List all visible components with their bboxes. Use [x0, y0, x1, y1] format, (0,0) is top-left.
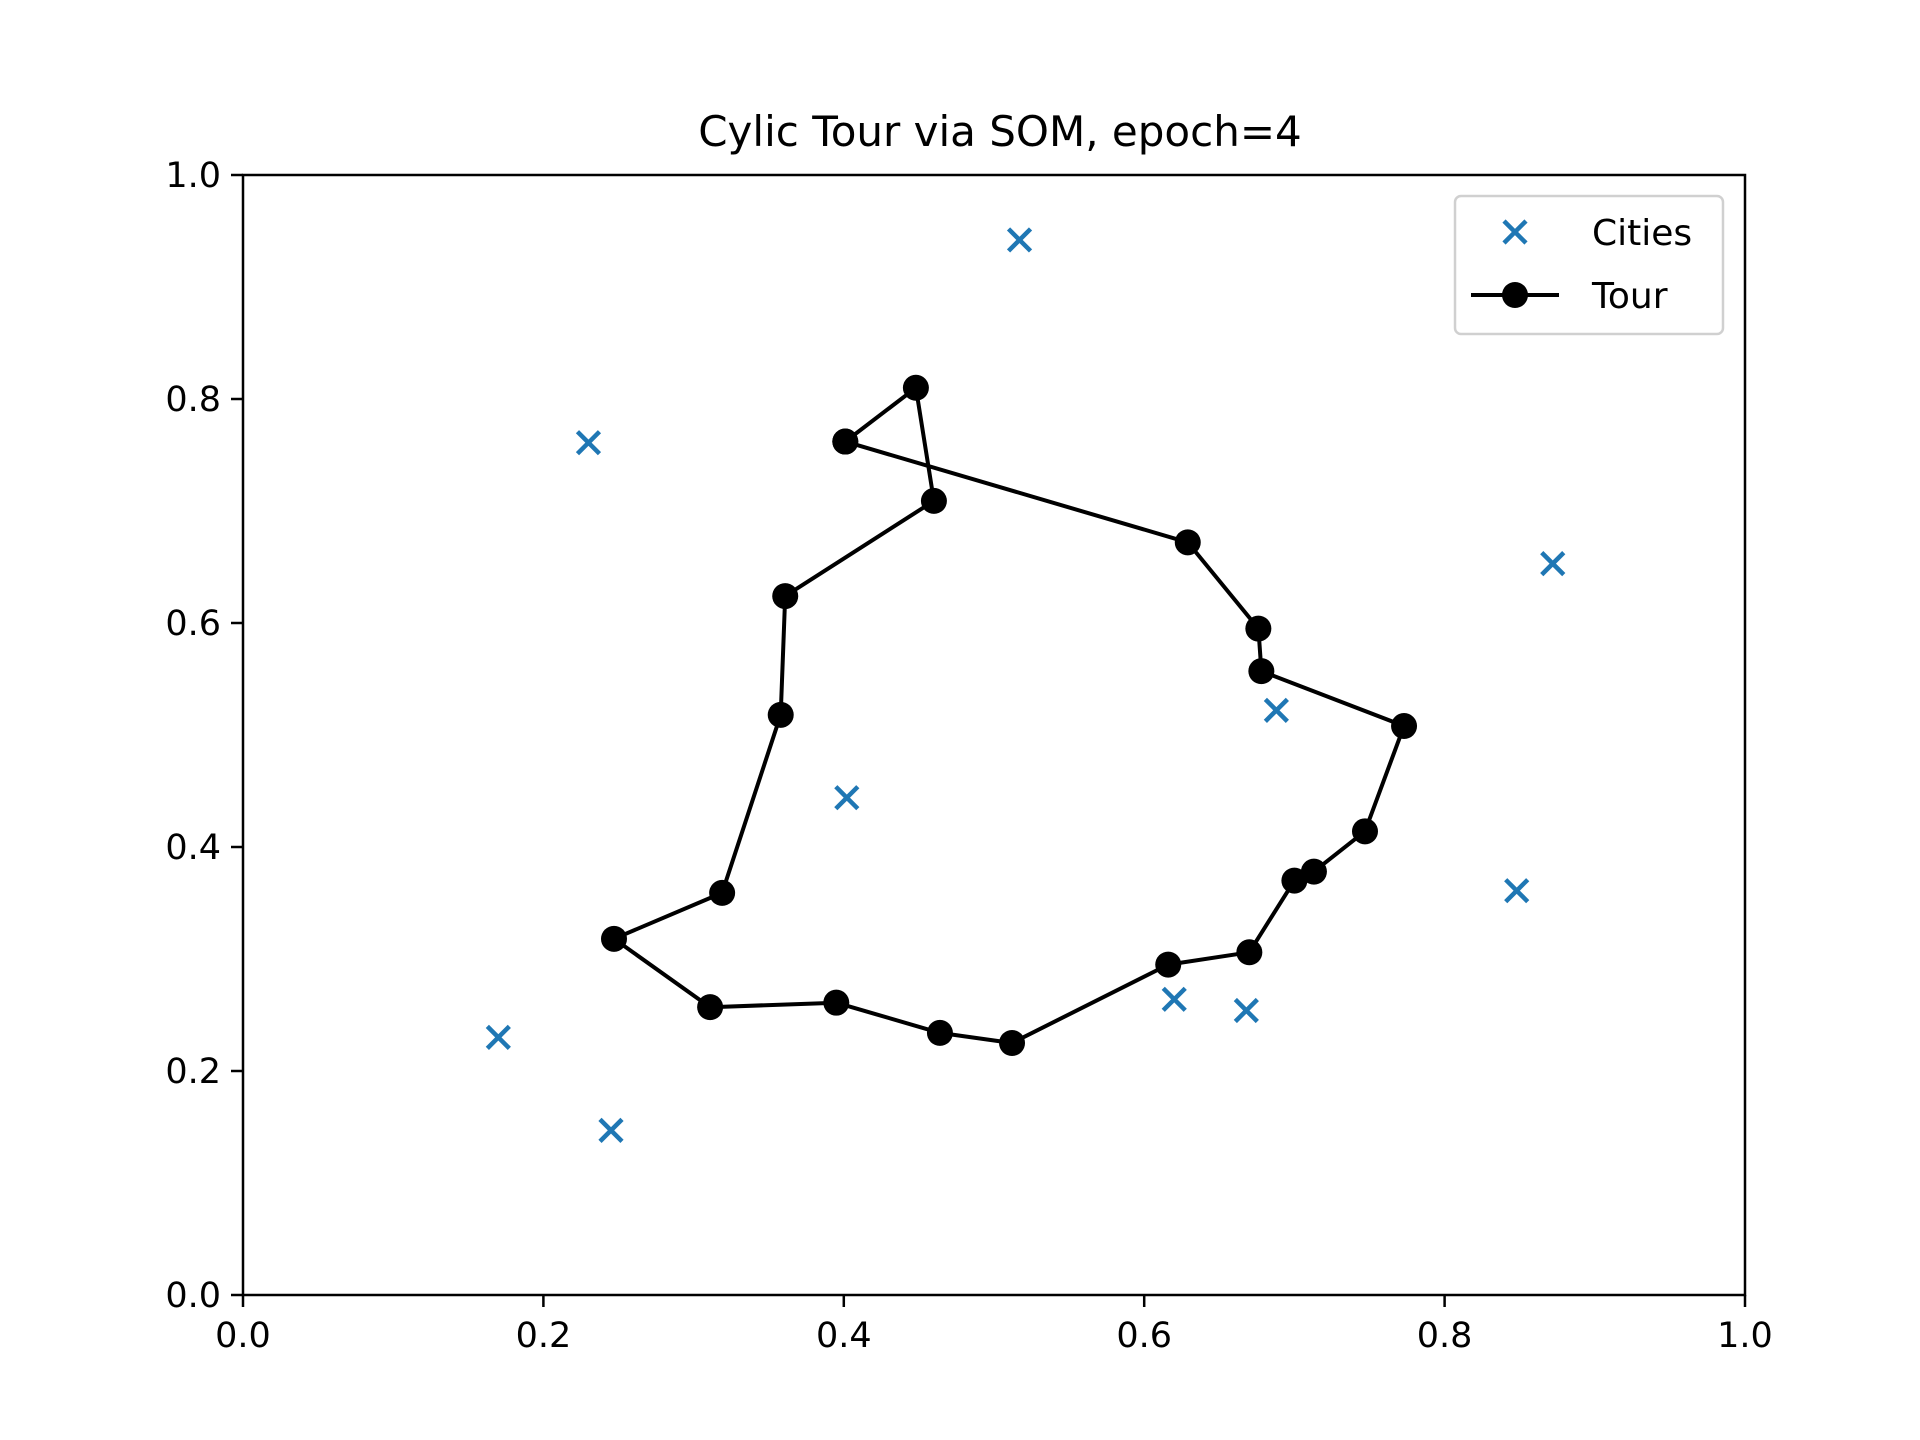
tour-node — [999, 1030, 1026, 1056]
x-tick-label: 0.2 — [516, 1316, 572, 1356]
tour-node — [1391, 713, 1418, 740]
axes-frame — [241, 173, 1747, 1297]
city-marker — [575, 430, 602, 456]
tour-node — [832, 428, 859, 455]
x-tick-label: 1.0 — [1717, 1316, 1773, 1356]
x-tick-label: 0.4 — [816, 1316, 872, 1356]
city-marker — [1540, 551, 1566, 577]
legend-entry: Cities — [1502, 213, 1692, 254]
y-tick-label: 0.0 — [165, 1276, 221, 1316]
tour-line — [612, 385, 1406, 1045]
plot-area — [485, 227, 1566, 1143]
tour-node — [1248, 658, 1275, 685]
tour-node — [772, 583, 799, 610]
tour-node — [1245, 615, 1272, 642]
tour-node — [767, 701, 794, 728]
tour-node — [920, 487, 947, 514]
y-tick-label: 0.2 — [165, 1052, 221, 1092]
tour-node — [902, 374, 929, 401]
city-marker — [1161, 986, 1187, 1012]
tour-node — [1351, 818, 1378, 845]
city-marker — [1233, 997, 1259, 1024]
y-tick-label: 1.0 — [165, 156, 221, 196]
tour-node — [823, 989, 850, 1016]
y-tick-label: 0.6 — [165, 604, 221, 644]
tour-node — [1281, 867, 1308, 894]
legend: Cities Tour — [1453, 194, 1725, 336]
legend-entry: Tour — [1471, 276, 1668, 317]
city-marker — [834, 785, 860, 811]
legend-label: Tour — [1591, 276, 1668, 317]
legend-label: Cities — [1592, 213, 1692, 254]
tour-node — [600, 925, 627, 952]
tour-node — [1236, 939, 1263, 966]
tour-node — [1174, 529, 1201, 556]
legend-marker — [1502, 282, 1528, 308]
city-marker — [1263, 697, 1289, 723]
city-marker — [1006, 227, 1033, 253]
tour-node — [709, 879, 736, 906]
tour-node — [926, 1019, 953, 1046]
chart-title: Cylic Tour via SOM, epoch=4 — [698, 107, 1302, 156]
city-marker — [598, 1117, 624, 1143]
y-tick-label: 0.8 — [165, 380, 221, 420]
city-marker — [485, 1024, 511, 1050]
tour-node — [1155, 951, 1182, 978]
tour-node — [697, 994, 724, 1021]
legend-marker — [1502, 219, 1528, 245]
x-tick-label: 0.6 — [1116, 1316, 1172, 1356]
axes: 0.0 0.2 0.4 0.6 0.8 1.0 0.0 0.2 0.4 0.6 0.8 1.0 — [165, 156, 1773, 1356]
city-marker — [1504, 878, 1530, 904]
tour-node — [1300, 858, 1327, 885]
x-tick-label: 0.0 — [215, 1316, 271, 1356]
x-tick-label: 0.8 — [1417, 1316, 1473, 1356]
y-tick-label: 0.4 — [165, 828, 221, 868]
